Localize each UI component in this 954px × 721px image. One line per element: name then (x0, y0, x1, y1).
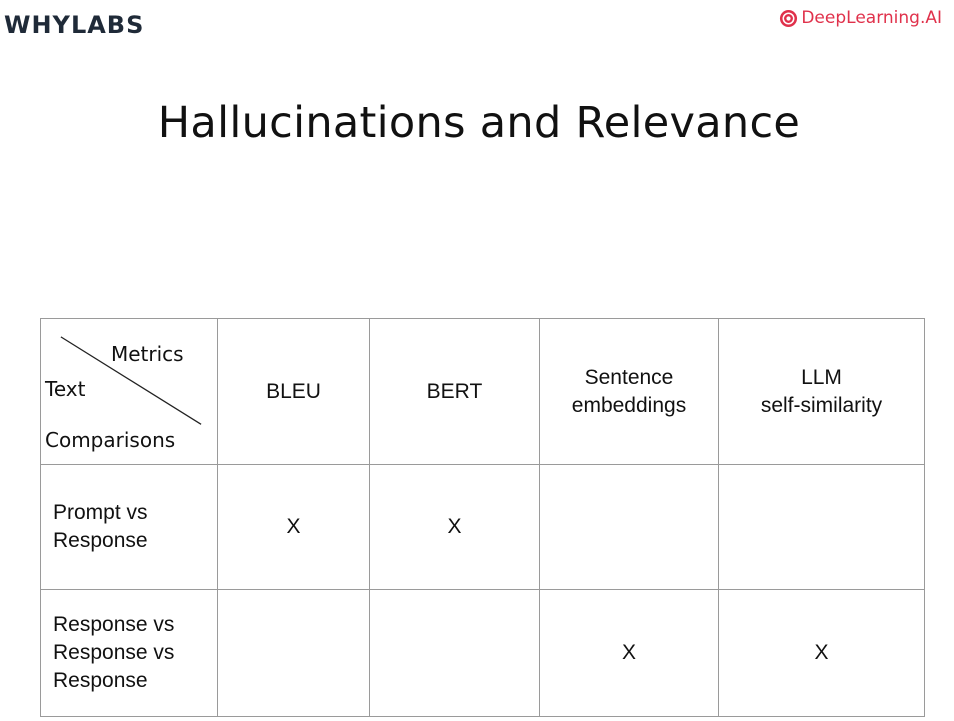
table-cell (369, 589, 540, 717)
table-row: Response vs Response vs Response X X (40, 589, 925, 717)
table-cell: X (539, 589, 719, 717)
corner-metrics-label: Metrics (111, 342, 184, 366)
column-header-sentence-embeddings: Sentence embeddings (539, 318, 719, 465)
corner-comparisons-label: Comparisons (45, 428, 176, 452)
table-cell: X (369, 464, 540, 590)
table-cell (539, 464, 719, 590)
table-cell (217, 589, 370, 717)
table-cell (718, 464, 925, 590)
corner-cell: Metrics Text Comparisons (40, 318, 218, 465)
diagonal-divider (60, 336, 202, 425)
row-label-response-vs-response: Response vs Response vs Response (40, 589, 218, 717)
table-row: Prompt vs Response X X (40, 464, 925, 590)
table-cell: X (217, 464, 370, 590)
column-header-bleu: BLEU (217, 318, 370, 465)
table-cell: X (718, 589, 925, 717)
comparison-table: Metrics Text Comparisons BLEU BERT Sente… (40, 318, 925, 717)
column-header-bert: BERT (369, 318, 540, 465)
row-label-prompt-vs-response: Prompt vs Response (40, 464, 218, 590)
corner-text-label: Text (45, 377, 86, 401)
column-header-llm-self-similarity: LLM self-similarity (718, 318, 925, 465)
deeplearning-ai-wordmark: DeepLearning.AI (801, 8, 942, 28)
whylabs-logo: WHYLABS (4, 11, 145, 39)
table-header-row: Metrics Text Comparisons BLEU BERT Sente… (40, 318, 925, 465)
deeplearning-ai-logo-icon (780, 9, 798, 27)
deeplearning-ai-logo: DeepLearning.AI (779, 8, 942, 28)
slide-title: Hallucinations and Relevance (157, 98, 801, 148)
